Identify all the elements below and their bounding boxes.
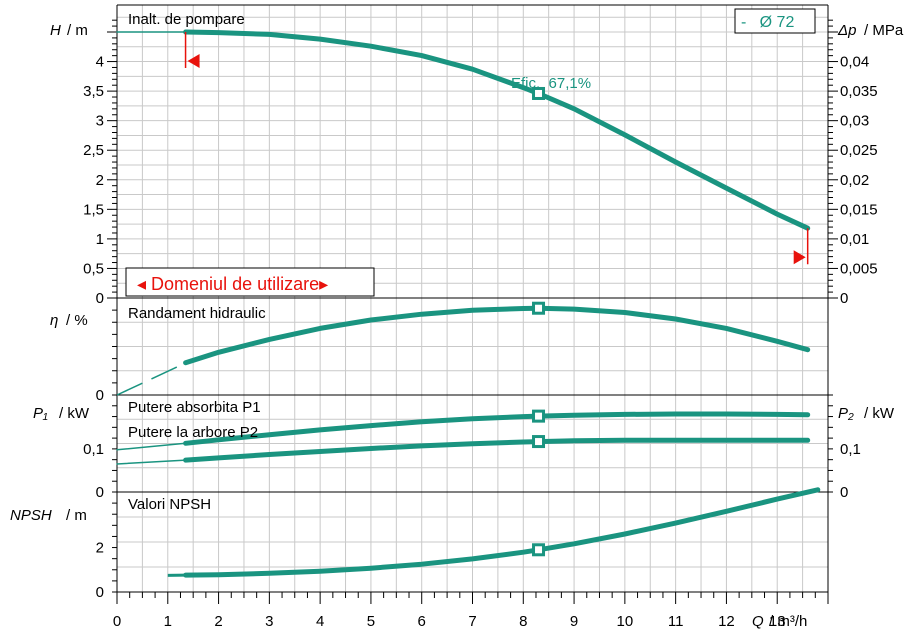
npsh-tick-label: 0 bbox=[96, 584, 104, 601]
head-axis-symbol: H bbox=[50, 22, 61, 39]
power-left-tick-label: 0 bbox=[96, 484, 104, 501]
efficiency-panel-title: Randament hidraulic bbox=[128, 305, 266, 322]
efficiency-tick-label: 0 bbox=[96, 387, 104, 404]
flow-tick-label: 1 bbox=[164, 613, 172, 630]
flow-tick-label: 6 bbox=[418, 613, 426, 630]
efficiency-axis-symbol: η bbox=[50, 312, 58, 329]
flow-tick-label: 8 bbox=[519, 613, 527, 630]
power-p2-curve-extension bbox=[117, 460, 186, 464]
power-right-axis-unit: / kW bbox=[864, 405, 895, 422]
pressure-tick-label: 0,02 bbox=[840, 172, 869, 189]
power-left-tick-label: 0,1 bbox=[83, 441, 104, 458]
power-p2-title: Putere la arbore P2 bbox=[128, 424, 258, 441]
power-left-axis-symbol: P₁ bbox=[33, 405, 48, 422]
head-tick-label: 2,5 bbox=[83, 142, 104, 159]
power-left-axis-unit: / kW bbox=[59, 405, 90, 422]
head-tick-label: 3 bbox=[96, 113, 104, 130]
power-p1-title: Putere absorbita P1 bbox=[128, 399, 261, 416]
npsh-axis-symbol: NPSH bbox=[10, 507, 52, 524]
head-panel-title: Inalt. de pompare bbox=[128, 11, 245, 28]
npsh-curve bbox=[186, 490, 818, 575]
head-tick-label: 1 bbox=[96, 231, 104, 248]
flow-tick-label: 11 bbox=[668, 613, 684, 630]
range-end-arrow bbox=[794, 250, 806, 264]
head-tick-label: 0,5 bbox=[83, 260, 104, 277]
flow-tick-label: 13 bbox=[769, 613, 786, 630]
curve-layer bbox=[117, 32, 818, 575]
pressure-axis-symbol: Δp bbox=[837, 22, 856, 39]
head-axis-unit: / m bbox=[67, 22, 88, 39]
flow-tick-label: 10 bbox=[617, 613, 634, 630]
pressure-tick-label: 0,035 bbox=[840, 83, 878, 100]
power-right-axis-symbol: P₂ bbox=[838, 405, 854, 422]
operating-point-p2 bbox=[534, 437, 544, 447]
label-layer: Inalt. de pompare Randament hidraulic Pu… bbox=[10, 9, 904, 630]
efficiency-curve bbox=[186, 308, 808, 363]
pressure-tick-label: 0,01 bbox=[840, 231, 869, 248]
efficiency-axis-unit: / % bbox=[66, 312, 88, 329]
head-tick-label: 4 bbox=[96, 54, 104, 71]
pressure-axis-unit: / MPa bbox=[864, 22, 904, 39]
efficiency-annotation: Efic. 67,1% bbox=[511, 75, 591, 92]
legend-label: - Ø 72 bbox=[741, 14, 794, 31]
operating-point-efficiency bbox=[534, 303, 544, 313]
power-p1-curve-extension bbox=[117, 443, 186, 450]
flow-tick-label: 3 bbox=[265, 613, 273, 630]
pressure-tick-label: 0,005 bbox=[840, 260, 878, 277]
power-right-tick-label: 0,1 bbox=[840, 441, 861, 458]
ticklabel-layer: 0 0,5 1 1,5 2 2,5 3 3,5 4 0 0,005 0,01 0,015 0,02 0,02… bbox=[83, 54, 877, 630]
head-tick-label: 3,5 bbox=[83, 83, 104, 100]
npsh-tick-label: 2 bbox=[96, 540, 104, 557]
flow-tick-label: 7 bbox=[468, 613, 476, 630]
pressure-tick-label: 0 bbox=[840, 290, 848, 307]
flow-tick-label: 2 bbox=[214, 613, 222, 630]
flow-tick-label: 4 bbox=[316, 613, 324, 630]
flow-tick-label: 9 bbox=[570, 613, 578, 630]
pressure-tick-label: 0,025 bbox=[840, 142, 878, 159]
pressure-tick-label: 0,03 bbox=[840, 113, 869, 130]
head-tick-label: 1,5 bbox=[83, 201, 104, 218]
operating-point-p1 bbox=[534, 411, 544, 421]
head-tick-label: 2 bbox=[96, 172, 104, 189]
operating-point-npsh bbox=[534, 545, 544, 555]
power-right-tick-label: 0 bbox=[840, 484, 848, 501]
flow-tick-label: 5 bbox=[367, 613, 375, 630]
pressure-tick-label: 0,015 bbox=[840, 201, 878, 218]
npsh-axis-unit: / m bbox=[66, 507, 87, 524]
flow-tick-label: 0 bbox=[113, 613, 121, 630]
npsh-panel-title: Valori NPSH bbox=[128, 496, 211, 513]
pressure-tick-label: 0,04 bbox=[840, 54, 869, 71]
flow-tick-label: 12 bbox=[718, 613, 735, 630]
flow-axis-symbol: Q bbox=[752, 613, 764, 630]
head-tick-label: 0 bbox=[96, 290, 104, 307]
range-label: ◂ Domeniul de utilizare▸ bbox=[137, 274, 328, 294]
